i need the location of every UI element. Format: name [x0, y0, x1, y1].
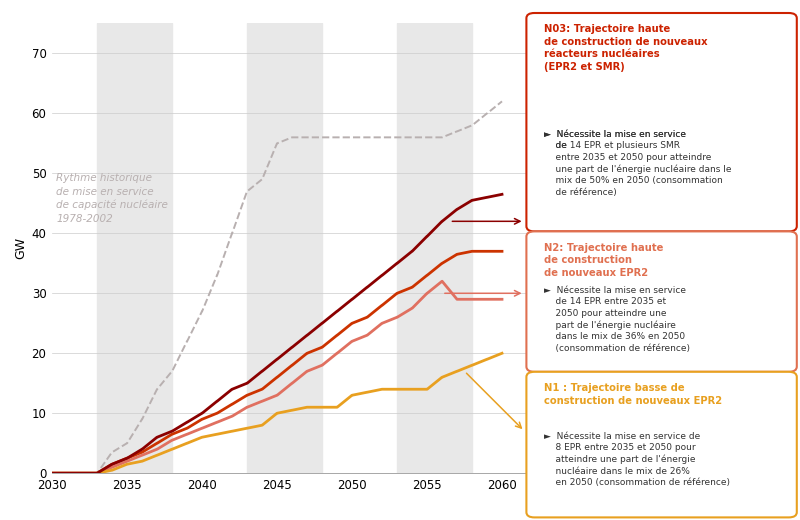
- Text: Rythme historique
de mise en service
de capacité nucléaire
1978-2002: Rythme historique de mise en service de …: [57, 173, 168, 224]
- Bar: [97, 23, 172, 473]
- Text: N2: Trajectoire haute
de construction
de nouveaux EPR2: N2: Trajectoire haute de construction de…: [544, 243, 663, 278]
- Text: N1 : Trajectoire basse de
construction de nouveaux EPR2: N1 : Trajectoire basse de construction d…: [544, 383, 722, 406]
- Text: N03: Trajectoire haute
de construction de nouveaux
réacteurs nucléaires
(EPR2 et: N03: Trajectoire haute de construction d…: [544, 24, 708, 72]
- Y-axis label: GW: GW: [14, 237, 27, 259]
- Text: ►  Nécessite la mise en service
    de 14 EPR et plusieurs SMR
    entre 2035 et: ► Nécessite la mise en service de 14 EPR…: [544, 130, 731, 197]
- Bar: [247, 23, 322, 473]
- Text: ►  Nécessite la mise en service
    de 14 EPR entre 2035 et
    2050 pour attein: ► Nécessite la mise en service de 14 EPR…: [544, 286, 690, 353]
- Bar: [397, 23, 472, 473]
- Text: ►  Nécessite la mise en service
    de: ► Nécessite la mise en service de: [544, 130, 686, 150]
- Text: ►  Nécessite la mise en service de
    8 EPR entre 2035 et 2050 pour
    atteind: ► Nécessite la mise en service de 8 EPR …: [544, 432, 730, 487]
